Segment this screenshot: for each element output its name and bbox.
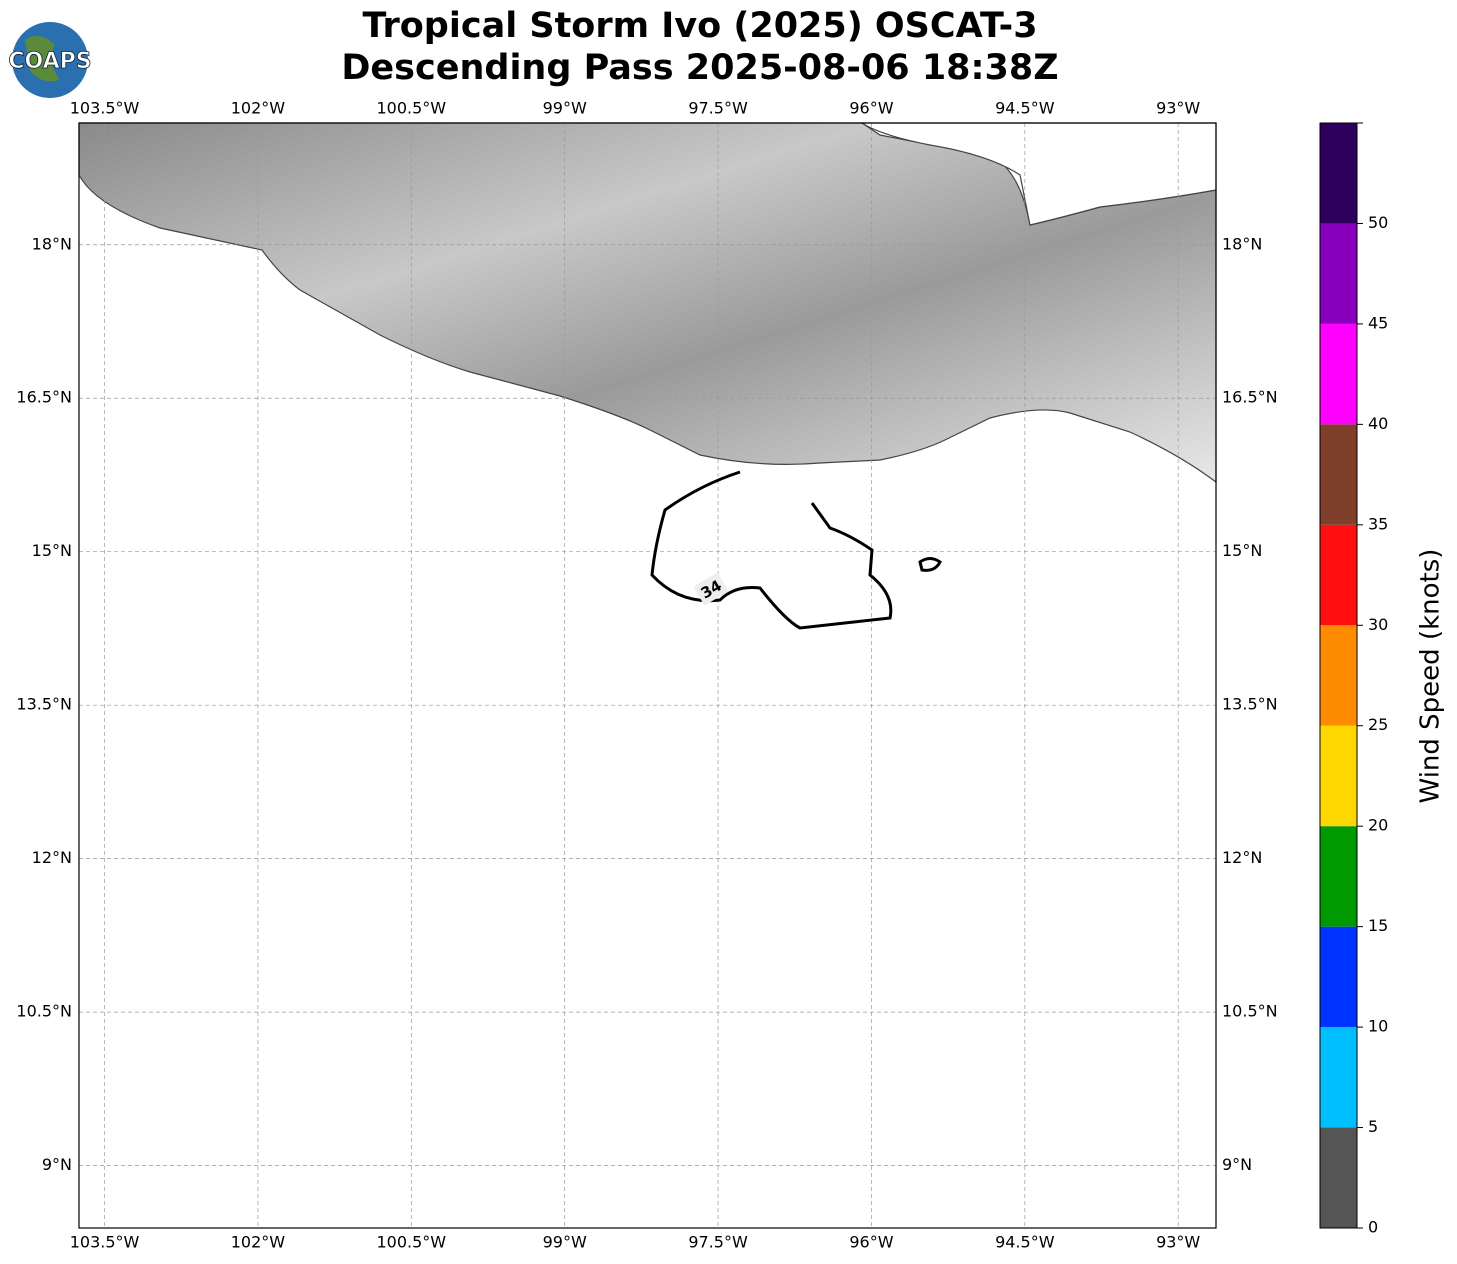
x-tick-label: 102°W <box>231 1233 286 1252</box>
colorbar-tick-label: 35 <box>1368 514 1388 533</box>
y-tick-label: 18°N <box>32 234 72 253</box>
colorbar-tick-label: 30 <box>1368 615 1388 634</box>
colorbar-tick-label: 10 <box>1368 1017 1388 1036</box>
colorbar-frame <box>1319 122 1358 1229</box>
x-tick-label: 99°W <box>543 99 587 118</box>
colorbar-swatch <box>1320 1027 1357 1128</box>
colorbar-swatch <box>1320 826 1357 927</box>
y-tick-label: 15°N <box>1222 541 1262 560</box>
contour-34kt-small <box>918 557 942 572</box>
x-tick-label: 99°W <box>543 1233 587 1252</box>
y-tick-label: 12°N <box>32 848 72 867</box>
y-tick-label: 16.5°N <box>16 388 72 407</box>
colorbar-label: Wind Speed (knots) <box>1416 549 1446 804</box>
x-tick-label: 103.5°W <box>70 1233 140 1252</box>
colorbar-tick-label: 25 <box>1368 715 1388 734</box>
y-tick-label: 18°N <box>1222 234 1262 253</box>
colorbar-swatch <box>1320 524 1357 626</box>
contour-label-box <box>693 572 729 606</box>
chart-subtitle: Descending Pass 2025-08-06 18:38Z <box>341 48 1058 88</box>
colorbar-swatch <box>1320 625 1357 726</box>
x-tick-label: 100.5°W <box>376 1233 446 1252</box>
colorbar-swatch <box>1320 725 1357 827</box>
colorbar-tick-label: 50 <box>1368 213 1388 232</box>
x-tick-label: 96°W <box>849 1233 893 1252</box>
chart-title: Tropical Storm Ivo (2025) OSCAT-3 <box>362 6 1037 46</box>
x-tick-label: 102°W <box>231 99 286 118</box>
y-tick-label: 16.5°N <box>1222 388 1278 407</box>
y-tick-label: 13.5°N <box>1222 695 1278 714</box>
colorbar-swatch <box>1320 424 1357 525</box>
map-frame <box>78 122 1217 1229</box>
y-tick-label: 13.5°N <box>16 695 72 714</box>
x-tick-label: 96°W <box>849 99 893 118</box>
colorbar-tick-label: 15 <box>1368 916 1388 935</box>
y-tick-label: 9°N <box>1222 1155 1252 1174</box>
logo: COAPS <box>8 22 92 98</box>
colorbar-tick-label: 0 <box>1368 1218 1378 1237</box>
y-tick-label: 9°N <box>42 1155 72 1174</box>
logo-land <box>25 36 60 82</box>
colorbar: 0 5 10 15 20 25 30 35 40 45 50 <box>1319 122 1388 1237</box>
logo-text: COAPS <box>8 49 91 74</box>
y-tick-label: 10.5°N <box>16 1002 72 1021</box>
x-tick-label: 97.5°W <box>688 1233 748 1252</box>
y-tick-label: 12°N <box>1222 848 1262 867</box>
y-tick-label: 10.5°N <box>1222 1002 1278 1021</box>
colorbar-swatch <box>1320 123 1357 224</box>
contour-34kt <box>650 470 893 630</box>
x-tick-label: 94.5°W <box>995 1233 1055 1252</box>
colorbar-swatch <box>1320 323 1357 425</box>
colorbar-tick-label: 20 <box>1368 816 1388 835</box>
grid <box>79 123 1216 1228</box>
colorbar-swatch <box>1320 1127 1357 1228</box>
gulf-water <box>860 122 1217 226</box>
colorbar-swatch <box>1320 223 1357 324</box>
colorbar-tick-label: 5 <box>1368 1117 1378 1136</box>
x-tick-label: 94.5°W <box>995 99 1055 118</box>
x-tick-label: 93°W <box>1156 1233 1200 1252</box>
x-tick-label: 103.5°W <box>70 99 140 118</box>
colorbar-swatch <box>1320 926 1357 1028</box>
x-tick-label: 93°W <box>1156 99 1200 118</box>
y-tick-label: 15°N <box>32 541 72 560</box>
colorbar-tick-label: 40 <box>1368 414 1388 433</box>
colorbar-tick-label: 45 <box>1368 313 1388 332</box>
x-tick-label: 97.5°W <box>688 99 748 118</box>
map-area: 34 <box>78 122 1217 1229</box>
x-tick-label: 100.5°W <box>376 99 446 118</box>
